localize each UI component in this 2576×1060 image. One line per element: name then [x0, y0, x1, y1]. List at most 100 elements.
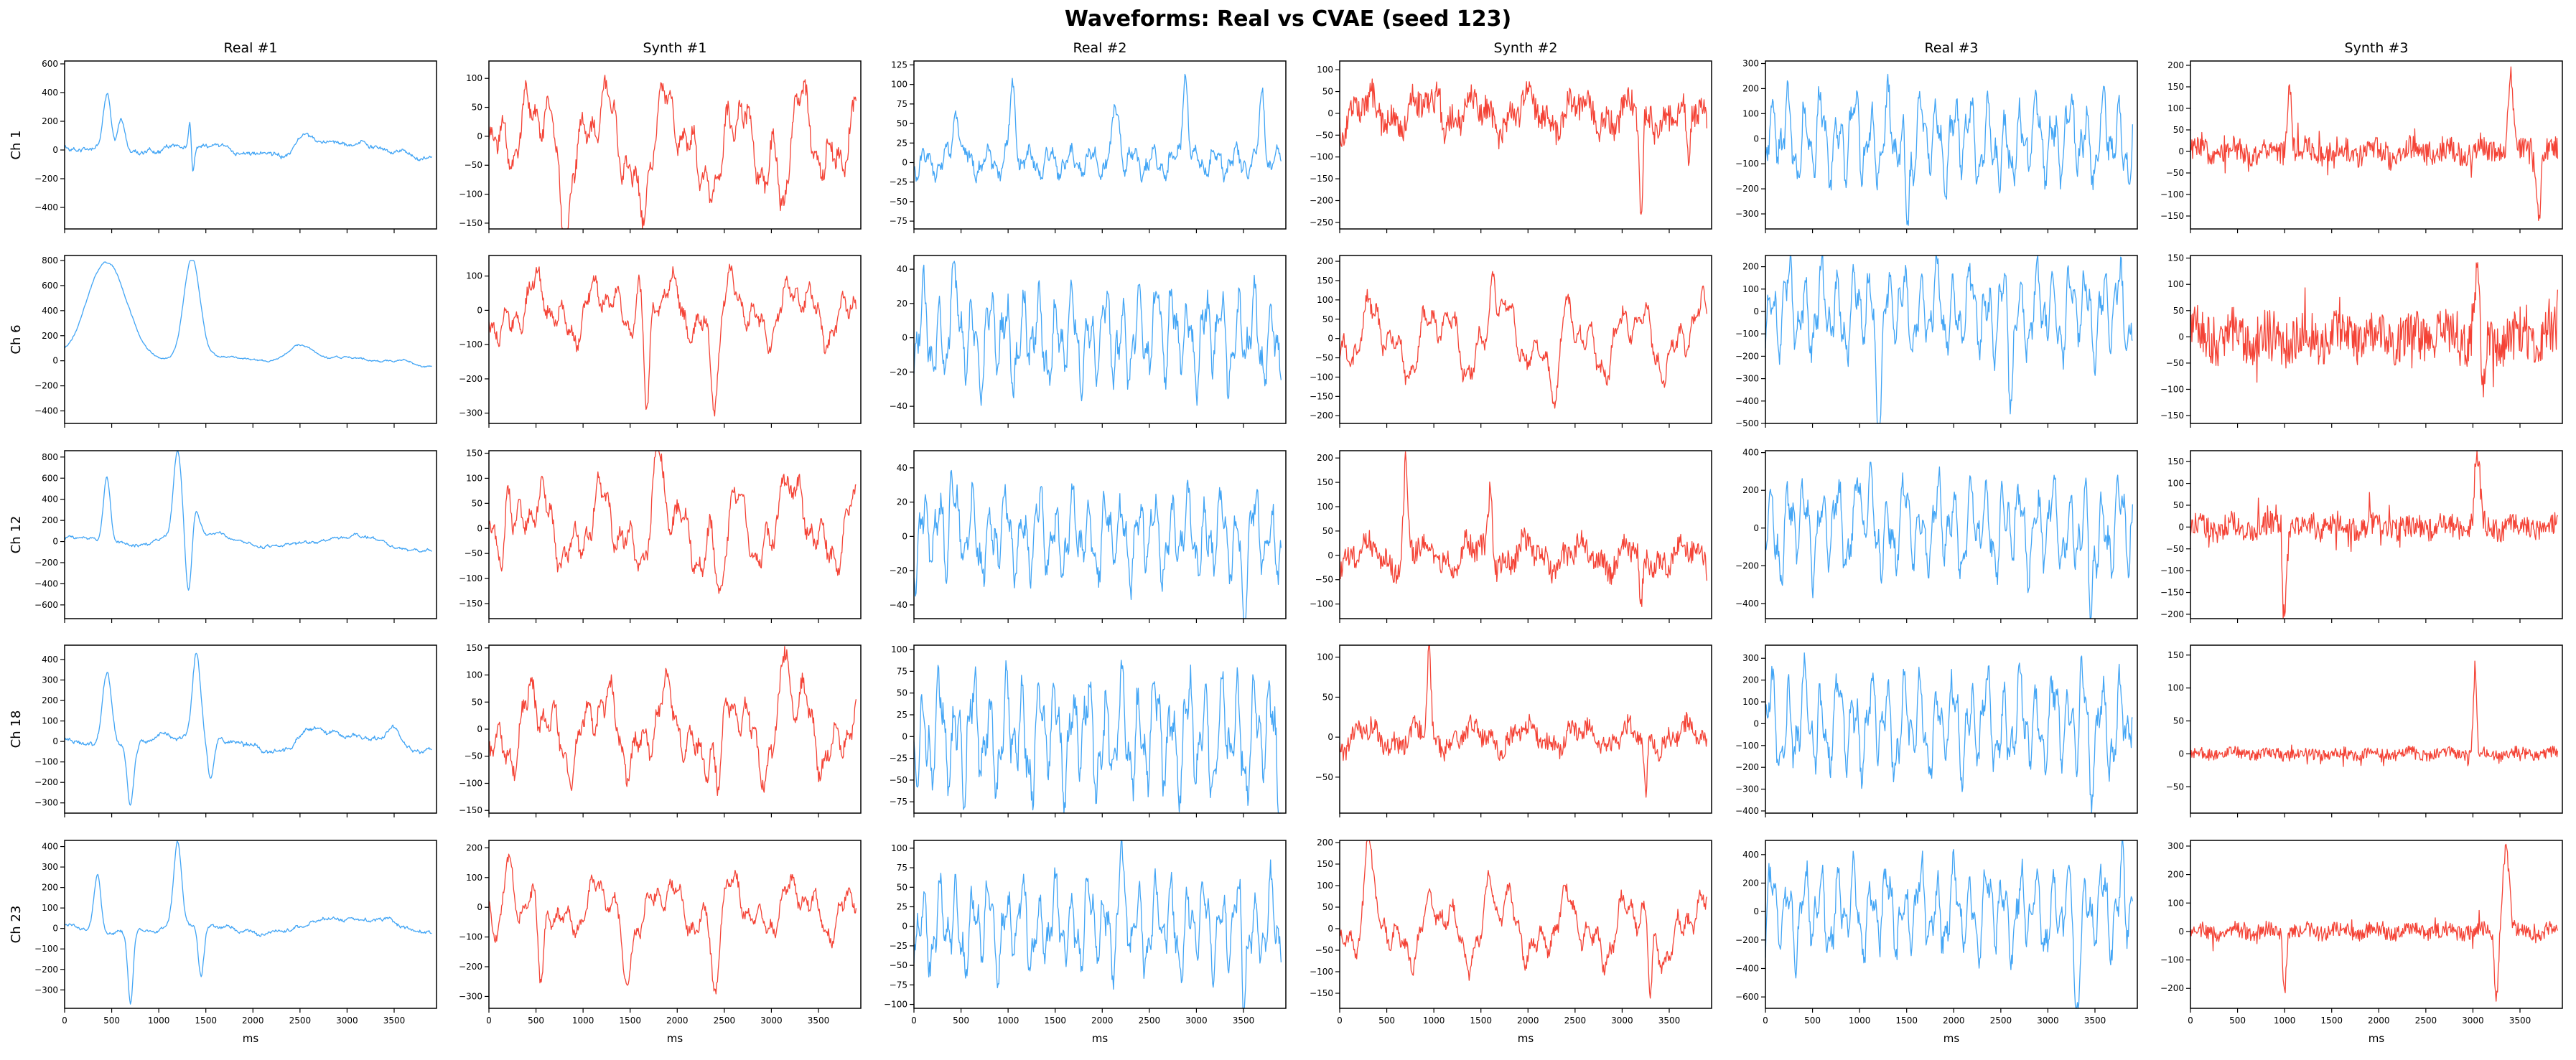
y-tick-label: −75 [890, 980, 907, 990]
y-tick-label: 0 [1753, 718, 1759, 728]
x-tick-label: 0 [62, 1016, 67, 1026]
x-tick-label: 0 [1337, 1016, 1343, 1026]
waveform-line [1339, 78, 1708, 215]
y-tick-label: −100 [884, 1000, 907, 1010]
x-tick-label: 2500 [714, 1016, 736, 1026]
y-tick-label: 150 [2167, 650, 2184, 660]
y-tick-label: 300 [1742, 653, 1759, 663]
y-tick-label: 100 [42, 716, 58, 726]
x-axis-label: ms [1092, 1032, 1109, 1045]
y-tick-label: 400 [42, 842, 58, 852]
x-tick-label: 2000 [242, 1016, 264, 1026]
y-tick-label: 50 [1322, 902, 1333, 912]
y-tick-label: −600 [34, 600, 58, 610]
y-tick-label: −50 [465, 160, 482, 170]
x-tick-label: 1000 [572, 1016, 594, 1026]
y-tick-label: −50 [890, 197, 907, 207]
y-tick-label: 100 [891, 80, 907, 90]
y-tick-label: 100 [466, 73, 482, 83]
y-tick-label: 150 [466, 448, 482, 458]
y-tick-label: 0 [1753, 523, 1759, 533]
x-tick-label: 3500 [2509, 1016, 2531, 1026]
axes-frame [913, 255, 1287, 424]
y-tick-label: 100 [466, 873, 482, 883]
y-tick-label: −150 [2160, 211, 2184, 221]
y-tick-label: 50 [2173, 500, 2184, 510]
x-axis-label: ms [2369, 1032, 2385, 1045]
y-tick-label: −100 [459, 189, 482, 200]
x-axis-label: ms [1943, 1032, 1960, 1045]
y-tick-label: −75 [890, 797, 907, 807]
x-tick-label: 1500 [1044, 1016, 1066, 1026]
column-title-synth-2: Synth #2 [1494, 40, 1558, 56]
y-tick-label: 600 [42, 281, 58, 291]
y-tick-label: −100 [459, 932, 482, 942]
x-tick-label: 2000 [1943, 1016, 1965, 1026]
waveform-line [64, 450, 432, 591]
y-tick-label: −300 [1735, 784, 1759, 794]
column-title-synth-3: Synth #3 [2345, 40, 2409, 56]
y-tick-label: 200 [42, 515, 58, 525]
y-tick-label: −200 [459, 374, 482, 384]
y-tick-label: −200 [1735, 561, 1759, 571]
waveform-line [913, 469, 1282, 619]
y-tick-label: 150 [1317, 477, 1333, 487]
axes-frame [1765, 450, 2138, 619]
panel-ch-6-real-2: −40 −20 0 20 40 [890, 255, 1287, 428]
x-tick-label: 0 [1763, 1016, 1768, 1026]
panel-ch-6-real-3: −500 −400 −300 −200 −100 0 100 200 [1735, 255, 2138, 428]
y-tick-label: −100 [1310, 967, 1333, 977]
y-tick-label: 0 [52, 924, 58, 934]
y-tick-label: −50 [2166, 544, 2184, 554]
waveform-line [913, 73, 1282, 184]
y-tick-label: 100 [891, 843, 907, 853]
y-tick-label: 200 [1742, 675, 1759, 685]
panel-ch-1-synth-1: −150 −100 −50 0 50 100 [459, 60, 862, 233]
y-tick-label: 300 [2167, 841, 2184, 851]
y-tick-label: −200 [34, 381, 58, 391]
y-tick-label: 50 [472, 103, 482, 113]
y-tick-label: −200 [2160, 983, 2184, 993]
y-tick-label: −200 [1735, 762, 1759, 772]
waveform-line [2190, 450, 2559, 619]
row-label-ch-6: Ch 6 [9, 324, 24, 354]
y-tick-label: 300 [42, 862, 58, 872]
panel-ch-1-synth-2: −250 −200 −150 −100 −50 0 50 100 [1310, 60, 1712, 233]
y-tick-label: −150 [459, 805, 482, 815]
y-tick-label: 50 [472, 697, 482, 707]
axes-frame [64, 255, 437, 424]
y-tick-label: 150 [1317, 859, 1333, 869]
y-tick-label: 200 [1317, 453, 1333, 463]
y-tick-label: 0 [1327, 732, 1333, 742]
y-tick-label: 100 [1742, 108, 1759, 118]
x-tick-label: 1000 [1423, 1016, 1445, 1026]
axes-frame [913, 450, 1287, 619]
y-tick-label: −250 [1310, 217, 1333, 228]
waveform-line [488, 450, 857, 594]
panel-grid: Real #1 Synth #1 Real #2 Synth #2 Real #3 Syn… [9, 40, 2563, 1045]
axes-frame [64, 60, 437, 230]
axes-frame [488, 255, 862, 424]
panel-ch-6-synth-2: −200 −150 −100 −50 0 50 100 150 200 [1310, 255, 1712, 428]
panel-ch-18-real-2: −75 −50 −25 0 25 50 75 100 [890, 644, 1287, 817]
y-tick-label: 300 [42, 675, 58, 685]
panel-ch-23-real-3: −600 −400 −200 0 200 400 0 500 1000 1500 2000 2500 3… [1735, 840, 2138, 1045]
axes-frame [2190, 450, 2563, 619]
y-tick-label: −300 [1735, 374, 1759, 384]
y-tick-label: 200 [1742, 83, 1759, 93]
y-tick-label: −200 [34, 174, 58, 184]
y-tick-label: 75 [897, 863, 907, 873]
waveform-line [2190, 843, 2559, 1002]
x-tick-label: 500 [953, 1016, 969, 1026]
y-tick-label: 800 [42, 452, 58, 462]
waveform-line [488, 646, 857, 797]
waveform-line [1339, 840, 1708, 999]
y-tick-label: −500 [1735, 418, 1759, 428]
y-tick-label: 50 [2173, 306, 2184, 316]
axes-frame [64, 450, 437, 619]
x-axis-label: ms [243, 1032, 259, 1045]
y-tick-label: −300 [34, 985, 58, 995]
y-tick-label: 0 [52, 537, 58, 547]
